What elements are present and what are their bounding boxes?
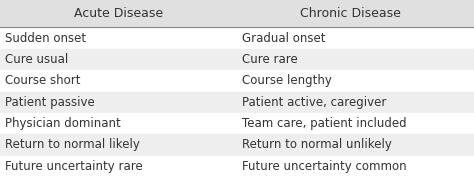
Bar xyxy=(0,70,474,92)
Text: Course short: Course short xyxy=(5,74,80,87)
Text: Course lengthy: Course lengthy xyxy=(242,74,332,87)
Text: Chronic Disease: Chronic Disease xyxy=(301,7,401,20)
Text: Sudden onset: Sudden onset xyxy=(5,32,86,45)
Text: Cure rare: Cure rare xyxy=(242,53,298,66)
Bar xyxy=(0,134,474,156)
Text: Patient active, caregiver: Patient active, caregiver xyxy=(242,96,386,109)
Bar xyxy=(0,156,474,177)
Bar xyxy=(0,49,474,70)
Bar xyxy=(0,27,474,49)
Text: Cure usual: Cure usual xyxy=(5,53,68,66)
Text: Return to normal unlikely: Return to normal unlikely xyxy=(242,138,392,152)
Bar xyxy=(0,0,474,27)
Text: Team care, patient included: Team care, patient included xyxy=(242,117,406,130)
Text: Acute Disease: Acute Disease xyxy=(74,7,163,20)
Bar xyxy=(0,113,474,134)
Text: Future uncertainty rare: Future uncertainty rare xyxy=(5,160,143,173)
Text: Physician dominant: Physician dominant xyxy=(5,117,120,130)
Text: Gradual onset: Gradual onset xyxy=(242,32,325,45)
Text: Future uncertainty common: Future uncertainty common xyxy=(242,160,406,173)
Text: Return to normal likely: Return to normal likely xyxy=(5,138,140,152)
Bar xyxy=(0,92,474,113)
Text: Patient passive: Patient passive xyxy=(5,96,94,109)
